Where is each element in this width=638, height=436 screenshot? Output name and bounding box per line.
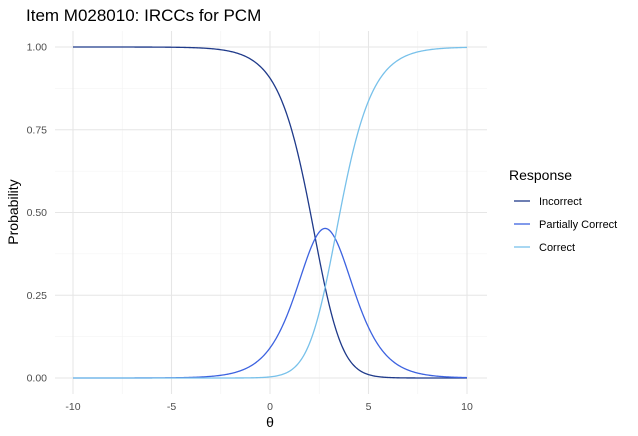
chart-title: Item M028010: IRCCs for PCM <box>26 6 261 25</box>
x-tick-label: -5 <box>167 401 176 413</box>
y-tick-label: 0.75 <box>27 124 48 136</box>
legend: Response Incorrect Partially Correct Corre… <box>509 167 617 254</box>
x-tick-label: 5 <box>366 401 372 413</box>
x-tick-label: -10 <box>65 401 80 413</box>
series-line-correct <box>73 46 468 379</box>
legend-label-partially-correct: Partially Correct <box>539 219 617 231</box>
x-axis-title: θ <box>266 414 274 430</box>
y-axis-ticks: 0.00 0.25 0.50 0.75 1.00 <box>27 42 48 385</box>
legend-label-correct: Correct <box>539 242 575 254</box>
y-tick-label: 0.25 <box>27 290 48 302</box>
legend-label-incorrect: Incorrect <box>539 196 582 208</box>
legend-title: Response <box>509 167 572 183</box>
series-line-incorrect <box>73 46 467 379</box>
grid-major <box>55 31 487 394</box>
y-tick-label: 0.50 <box>27 207 48 219</box>
x-tick-label: 10 <box>461 401 473 413</box>
x-axis-ticks: -10 -5 0 5 10 <box>65 401 473 413</box>
y-tick-label: 1.00 <box>27 42 48 54</box>
y-axis-title: Probability <box>5 179 21 244</box>
grid-minor <box>55 31 487 394</box>
x-tick-label: 0 <box>267 401 273 413</box>
y-tick-label: 0.00 <box>27 373 48 385</box>
series-lines <box>73 46 468 379</box>
